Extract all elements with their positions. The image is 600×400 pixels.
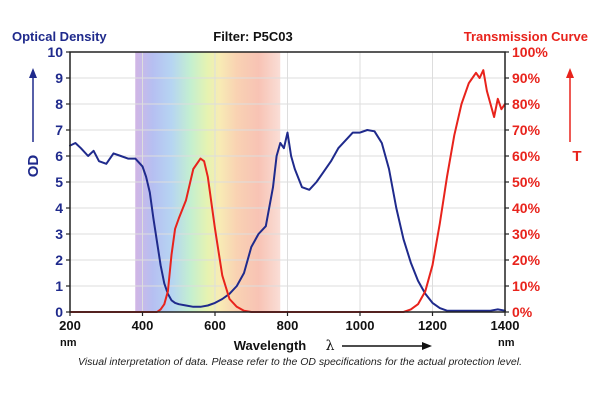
- y-right-tick-label: 30%: [512, 226, 541, 242]
- x-tick-label: 1200: [418, 318, 447, 333]
- y-left-tick-label: 8: [55, 96, 63, 112]
- right-axis-label: T: [572, 148, 581, 165]
- y-left-tick-label: 7: [55, 122, 63, 138]
- left-axis-arrow-icon: [29, 68, 37, 142]
- y-right-tick-label: 0%: [512, 304, 533, 320]
- y-left-tick-label: 3: [55, 226, 63, 242]
- x-axis-label: Wavelength: [234, 338, 307, 353]
- y-left-tick-label: 4: [55, 200, 63, 216]
- x-unit-label-left: nm: [60, 337, 77, 349]
- right-axis-arrow-icon: [566, 68, 574, 142]
- y-right-tick-label: 80%: [512, 96, 541, 112]
- x-unit-label-right: nm: [498, 337, 515, 349]
- y-right-tick-label: 100%: [512, 44, 548, 60]
- y-left-tick-label: 10: [47, 44, 63, 60]
- x-tick-label: 200: [59, 318, 81, 333]
- x-axis-symbol: λ: [326, 338, 335, 354]
- tick-labels: 200 400 600 800 1000 1200 14000123456789100%10…: [47, 44, 548, 333]
- right-axis-header: Transmission Curve: [464, 29, 588, 44]
- y-right-tick-label: 70%: [512, 122, 541, 138]
- y-right-tick-label: 50%: [512, 174, 541, 190]
- y-left-tick-label: 1: [55, 278, 63, 294]
- y-right-tick-label: 60%: [512, 148, 541, 164]
- chart-title: Filter: P5C03: [213, 29, 292, 44]
- y-right-tick-label: 20%: [512, 252, 541, 268]
- chart-caption: Visual interpretation of data. Please re…: [78, 356, 522, 368]
- y-left-tick-label: 9: [55, 70, 63, 86]
- y-left-tick-label: 2: [55, 252, 63, 268]
- y-left-tick-label: 5: [55, 174, 63, 190]
- y-left-tick-label: 0: [55, 304, 63, 320]
- x-tick-label: 600: [204, 318, 226, 333]
- y-right-tick-label: 10%: [512, 278, 541, 294]
- left-axis-header: Optical Density: [12, 29, 107, 44]
- y-right-tick-label: 40%: [512, 200, 541, 216]
- x-tick-label: 400: [132, 318, 154, 333]
- x-axis-arrow-icon: [342, 342, 432, 350]
- x-tick-label: 1000: [346, 318, 375, 333]
- y-left-tick-label: 6: [55, 148, 63, 164]
- y-right-tick-label: 90%: [512, 70, 541, 86]
- x-tick-label: 1400: [491, 318, 520, 333]
- od-series-line: [69, 129, 506, 312]
- left-axis-label: OD: [25, 155, 42, 178]
- grid: [70, 52, 505, 312]
- x-tick-label: 800: [277, 318, 299, 333]
